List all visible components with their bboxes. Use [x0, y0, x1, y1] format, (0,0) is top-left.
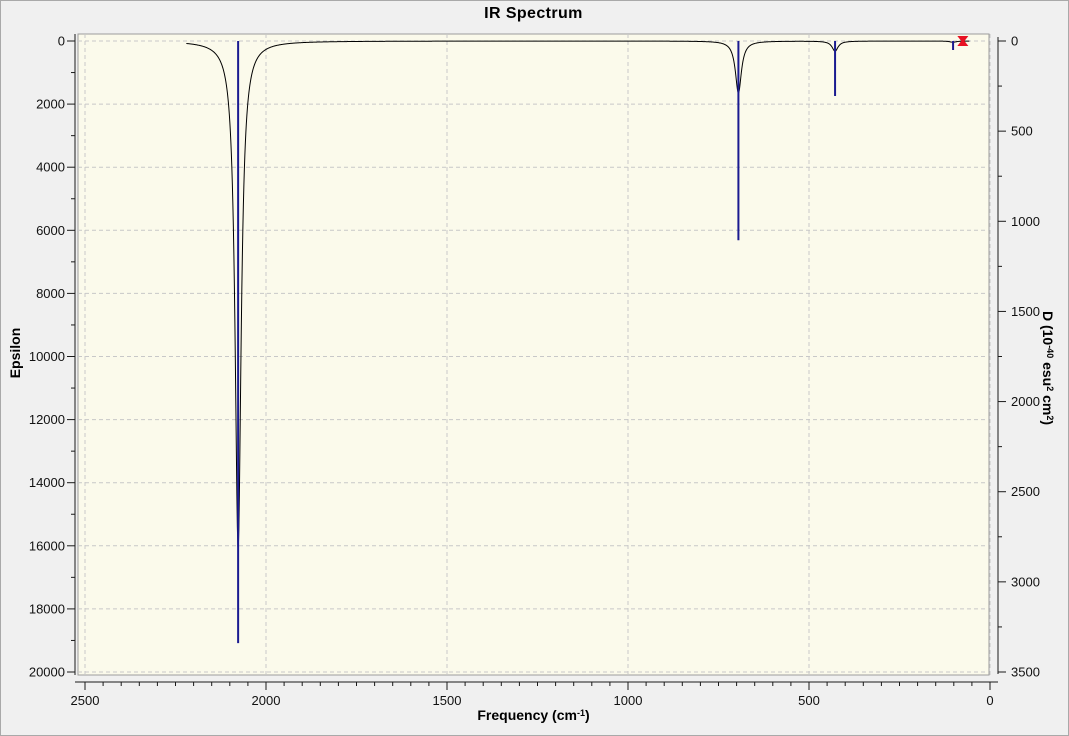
x-tick-label: 2000 — [252, 693, 281, 708]
x-tick-label: 0 — [986, 693, 993, 708]
left-axis-title: Epsilon — [7, 327, 23, 379]
left-tick-label: 4000 — [36, 160, 65, 175]
left-tick-label: 8000 — [36, 286, 65, 301]
right-tick-label: 1500 — [1011, 304, 1040, 319]
right-tick-label: 3500 — [1011, 665, 1040, 680]
left-tick-label: 2000 — [36, 97, 65, 112]
left-tick-label: 0 — [58, 34, 65, 49]
plot-area[interactable] — [77, 33, 990, 676]
left-tick-label: 14000 — [29, 475, 65, 490]
right-tick-label: 2500 — [1011, 484, 1040, 499]
left-tick-label: 6000 — [36, 223, 65, 238]
left-tick-label: 10000 — [29, 349, 65, 364]
left-tick-label: 18000 — [29, 601, 65, 616]
x-axis-title-superscript: -1 — [576, 708, 585, 718]
x-tick-label: 1000 — [614, 693, 643, 708]
right-tick-label: 500 — [1011, 124, 1033, 139]
selected-mode-marker[interactable] — [957, 36, 969, 46]
epsilon-curve — [186, 40, 970, 550]
left-tick-label: 20000 — [29, 665, 65, 680]
left-tick-label: 16000 — [29, 538, 65, 553]
x-tick-label: 2500 — [71, 693, 100, 708]
chart-title: IR Spectrum — [484, 5, 583, 22]
right-tick-label: 1000 — [1011, 214, 1040, 229]
right-tick-label: 3000 — [1011, 574, 1040, 589]
x-tick-label: 500 — [798, 693, 820, 708]
right-tick-label: 0 — [1011, 34, 1018, 49]
right-axis-title: D (10-40 esu2 cm2) — [1040, 310, 1056, 426]
right-tick-label: 2000 — [1011, 394, 1040, 409]
x-tick-label: 1500 — [433, 693, 462, 708]
x-axis-title: Frequency (cm-1) — [477, 707, 590, 723]
left-tick-label: 12000 — [29, 412, 65, 427]
